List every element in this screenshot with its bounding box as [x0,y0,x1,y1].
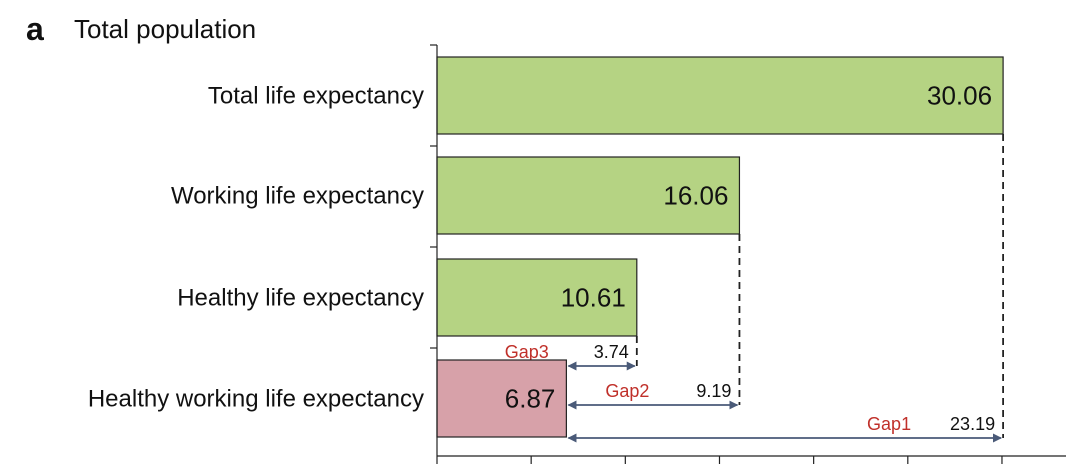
gap-value-gap3: 3.74 [594,342,629,362]
value-label-1: 30.06 [927,81,992,111]
value-label-3: 10.61 [561,283,626,313]
gap-name-gap1: Gap1 [867,414,911,434]
bar-1 [436,56,1004,135]
bar-2 [436,156,741,235]
panel-letter: a [26,11,44,47]
bar-4 [436,359,567,438]
category-label-1: Total life expectancy [208,83,424,110]
gap-annotations: 23.19 Gap1 9.19 Gap2 3.74 Gap3 [505,134,1004,443]
category-label-3: Healthy life expectancy [177,285,424,312]
bars: 30.06 Total life expectancy 16.06 Working l… [88,56,1004,438]
value-label-2: 16.06 [663,181,728,211]
value-label-4: 6.87 [505,384,556,414]
gap-name-gap2: Gap2 [605,381,649,401]
axes [430,44,1066,464]
panel-title: Total population [74,14,256,44]
category-label-4: Healthy working life expectancy [88,386,424,413]
gap-value-gap2: 9.19 [696,381,731,401]
gap-value-gap1: 23.19 [950,414,995,434]
gap-name-gap3: Gap3 [505,342,549,362]
category-label-2: Working life expectancy [171,183,424,210]
